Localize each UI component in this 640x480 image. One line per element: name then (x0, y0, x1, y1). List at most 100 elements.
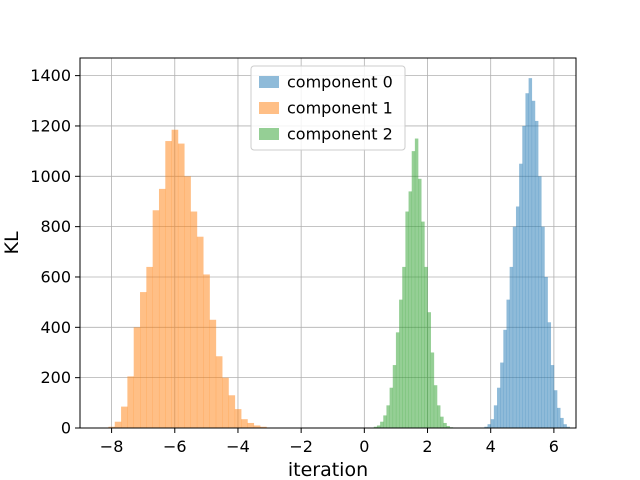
x-tick-label: −8 (100, 437, 124, 456)
histogram-bar (493, 405, 498, 428)
legend-label: component 2 (287, 125, 393, 144)
histogram-bar (433, 385, 438, 428)
histogram-bar (127, 376, 135, 428)
histogram-bar (405, 211, 409, 428)
histogram-bar (411, 151, 416, 428)
histogram-bar (215, 356, 223, 428)
histogram-bar (260, 426, 267, 428)
histogram-bar (241, 419, 248, 428)
histogram-bar (512, 226, 517, 428)
histogram-bar (418, 178, 422, 428)
series-0-bars (484, 78, 570, 429)
y-tick-label: 600 (40, 267, 71, 286)
histogram-bar (531, 100, 536, 428)
histogram-bar (408, 191, 413, 428)
histogram-bar (446, 425, 450, 428)
y-tick-label: 800 (40, 217, 71, 236)
x-tick-label: 0 (359, 437, 369, 456)
histogram-bar (500, 362, 504, 428)
histogram-bar (389, 387, 394, 428)
histogram-bar (171, 129, 179, 429)
histogram-bar (108, 426, 116, 428)
histogram-bar (424, 266, 428, 428)
histogram-bar (234, 409, 242, 428)
histogram-bar (376, 425, 381, 428)
y-tick-label: 1400 (30, 66, 71, 85)
legend-swatch (259, 76, 279, 88)
histogram-bar (133, 327, 141, 428)
histogram-bar (383, 415, 387, 428)
histogram-bar (440, 416, 444, 428)
histogram-bar (528, 78, 533, 429)
x-tick-label: −6 (163, 437, 187, 456)
series-1-bars (108, 129, 267, 429)
legend-box (250, 65, 406, 151)
histogram-bar (497, 387, 501, 428)
histogram-bar (152, 210, 160, 428)
histogram-bar (421, 221, 425, 428)
legend-swatch (259, 102, 279, 114)
histogram-bar (146, 266, 153, 428)
histogram-bar (395, 332, 400, 428)
histogram-bar (114, 421, 122, 428)
x-axis-label: iteration (288, 459, 368, 480)
histogram-bar (436, 405, 441, 428)
histogram-bar (184, 176, 191, 428)
histogram-bar (522, 125, 526, 429)
x-tick-label: 6 (549, 437, 559, 456)
histogram-bar (209, 319, 217, 428)
histogram-bar (563, 424, 567, 428)
y-tick-label: 1200 (30, 116, 71, 135)
histogram-bar (519, 163, 523, 428)
histogram-bar (538, 176, 542, 428)
axis-ticks: −8 −6 −4 −2 0 2 4 6 0 200 400 600 800 1000 1200 1400 (30, 66, 559, 456)
histogram-bar (557, 407, 561, 428)
y-axis-label: KL (1, 231, 23, 254)
histogram-bar (247, 422, 255, 428)
histogram-bar (550, 365, 555, 428)
histogram-bar (140, 292, 147, 428)
x-tick-label: −2 (289, 437, 313, 456)
histogram-bar (386, 405, 390, 428)
legend: component 0 component 1 component 2 (250, 65, 406, 151)
histogram-bar (196, 236, 204, 428)
y-tick-label: 0 (61, 419, 71, 438)
histogram-bar (509, 266, 514, 428)
histogram-bar (121, 406, 128, 428)
histogram-bar (544, 276, 548, 428)
histogram-bar (222, 377, 229, 428)
histogram-bar (503, 329, 507, 428)
histogram-bar (534, 120, 539, 428)
histogram-bar (515, 206, 520, 428)
histogram-bar (253, 425, 261, 428)
histogram-bar (177, 143, 185, 428)
y-tick-label: 1000 (30, 167, 71, 186)
histogram-bar (541, 226, 545, 428)
histogram-bar (203, 274, 210, 428)
series-2-bars (373, 138, 454, 428)
histogram-bar (165, 141, 172, 428)
histogram-bar (427, 312, 431, 428)
histogram-bars (108, 78, 570, 429)
plot-frame (79, 57, 577, 429)
histogram-bar (490, 419, 495, 428)
legend-swatch (259, 128, 279, 140)
y-tick-label: 200 (40, 368, 71, 387)
histogram-bar (566, 426, 570, 428)
histogram-bar (506, 299, 510, 428)
histogram-bar (560, 417, 564, 428)
legend-label: component 0 (287, 73, 393, 92)
histogram-bar (402, 266, 406, 428)
histogram-bar (443, 422, 447, 428)
histogram-bar (228, 395, 236, 428)
histogram-bar (414, 138, 419, 428)
histogram-bar (399, 299, 403, 428)
histogram-bar (525, 93, 529, 428)
histogram-bar (392, 365, 397, 428)
histogram-bar (484, 426, 488, 428)
histogram-bar (190, 211, 198, 428)
histogram-bar (547, 322, 552, 428)
x-tick-label: 2 (422, 437, 432, 456)
histogram-bar (430, 352, 435, 428)
